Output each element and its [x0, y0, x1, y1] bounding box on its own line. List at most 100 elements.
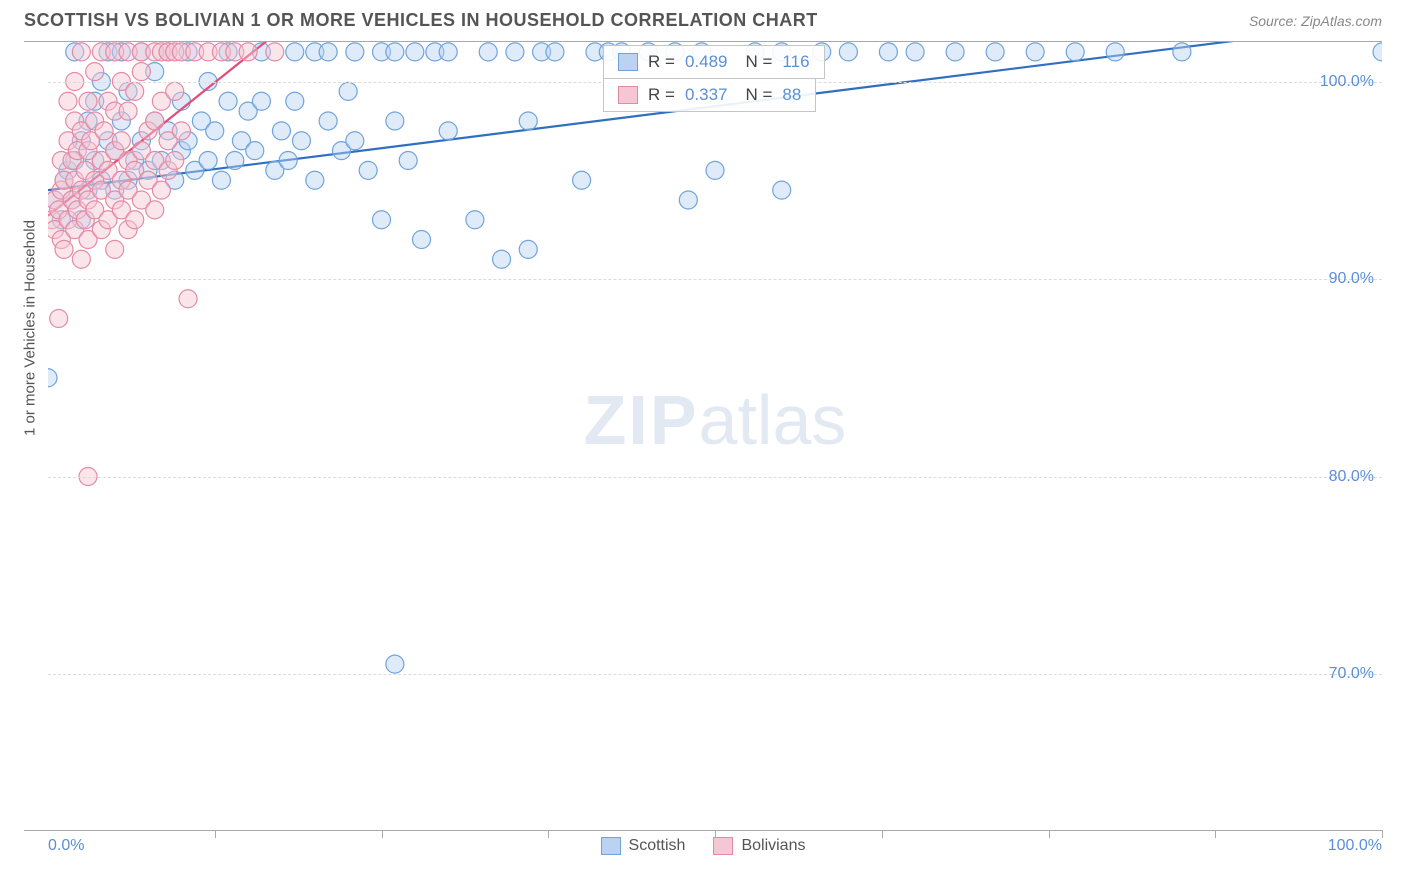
data-point [439, 122, 457, 140]
data-point [152, 181, 170, 199]
data-point [406, 43, 424, 61]
data-point [346, 132, 364, 150]
data-point [246, 142, 264, 160]
data-point [479, 43, 497, 61]
stat-n-value: 88 [782, 85, 801, 105]
series-swatch-icon [618, 86, 638, 104]
data-point [679, 191, 697, 209]
data-point [573, 171, 591, 189]
data-point [199, 152, 217, 170]
data-point [519, 112, 537, 130]
data-point [146, 112, 164, 130]
stat-r-label: R = [648, 85, 675, 105]
data-point [879, 43, 897, 61]
data-point [306, 171, 324, 189]
data-point [386, 655, 404, 673]
data-point [319, 43, 337, 61]
data-point [48, 369, 57, 387]
data-point [132, 63, 150, 81]
legend-label: Scottish [629, 837, 686, 855]
data-point [106, 240, 124, 258]
data-point [126, 211, 144, 229]
data-point [1066, 43, 1084, 61]
data-point [72, 43, 90, 61]
data-point [519, 240, 537, 258]
gridline [48, 279, 1382, 280]
x-tick [1382, 830, 1383, 838]
data-point [292, 132, 310, 150]
data-point [212, 171, 230, 189]
legend-item: Scottish [601, 837, 686, 855]
plot-region: ZIPatlas 70.0%80.0%90.0%100.0% R =0.489N… [48, 42, 1382, 830]
stat-n-label: N = [745, 52, 772, 72]
gridline [48, 477, 1382, 478]
gridline [48, 674, 1382, 675]
data-point [279, 152, 297, 170]
data-point [55, 240, 73, 258]
x-axis-max-label: 100.0% [1328, 837, 1382, 855]
data-point [86, 63, 104, 81]
data-point [50, 310, 68, 328]
data-point [252, 92, 270, 110]
data-point [1026, 43, 1044, 61]
chart-legend: Scottish Bolivians [24, 831, 1382, 855]
chart-header: SCOTTISH VS BOLIVIAN 1 OR MORE VEHICLES … [0, 0, 1406, 35]
data-point [112, 132, 130, 150]
data-point [286, 43, 304, 61]
y-tick-label: 90.0% [1329, 270, 1374, 288]
data-point [239, 43, 257, 61]
data-point [126, 82, 144, 100]
data-point [906, 43, 924, 61]
legend-swatch-icon [713, 837, 733, 855]
data-point [119, 102, 137, 120]
source-attribution: Source: ZipAtlas.com [1249, 13, 1382, 29]
stat-r-value: 0.337 [685, 85, 728, 105]
legend-label: Bolivians [741, 837, 805, 855]
data-point [386, 43, 404, 61]
data-point [166, 82, 184, 100]
data-point [399, 152, 417, 170]
data-point [146, 201, 164, 219]
data-point [286, 92, 304, 110]
data-point [359, 161, 377, 179]
data-point [219, 92, 237, 110]
x-axis-min-label: 0.0% [48, 837, 84, 855]
y-axis-label: 1 or more Vehicles in Household [22, 220, 39, 436]
y-tick-label: 80.0% [1329, 468, 1374, 486]
data-point [79, 92, 97, 110]
legend-swatch-icon [601, 837, 621, 855]
data-point [72, 250, 90, 268]
scatter-plot [48, 42, 1382, 832]
data-point [506, 43, 524, 61]
data-point [439, 43, 457, 61]
data-point [1373, 43, 1382, 61]
data-point [319, 112, 337, 130]
data-point [1173, 43, 1191, 61]
data-point [179, 290, 197, 308]
stat-r-label: R = [648, 52, 675, 72]
data-point [839, 43, 857, 61]
stat-r-value: 0.489 [685, 52, 728, 72]
data-point [386, 112, 404, 130]
stat-n-label: N = [745, 85, 772, 105]
data-point [373, 211, 391, 229]
data-point [59, 92, 77, 110]
data-point [272, 122, 290, 140]
stat-box: R = 0.337 N = 88 [603, 78, 816, 112]
data-point [206, 122, 224, 140]
data-point [339, 82, 357, 100]
data-point [226, 152, 244, 170]
chart-title: SCOTTISH VS BOLIVIAN 1 OR MORE VEHICLES … [24, 10, 818, 31]
data-point [95, 122, 113, 140]
data-point [986, 43, 1004, 61]
data-point [266, 43, 284, 61]
series-swatch-icon [618, 53, 638, 71]
legend-item: Bolivians [713, 837, 805, 855]
data-point [706, 161, 724, 179]
data-point [773, 181, 791, 199]
stat-box: R =0.489N =116 [603, 45, 825, 79]
data-point [413, 231, 431, 249]
data-point [172, 122, 190, 140]
data-point [493, 250, 511, 268]
y-tick-label: 100.0% [1320, 73, 1374, 91]
